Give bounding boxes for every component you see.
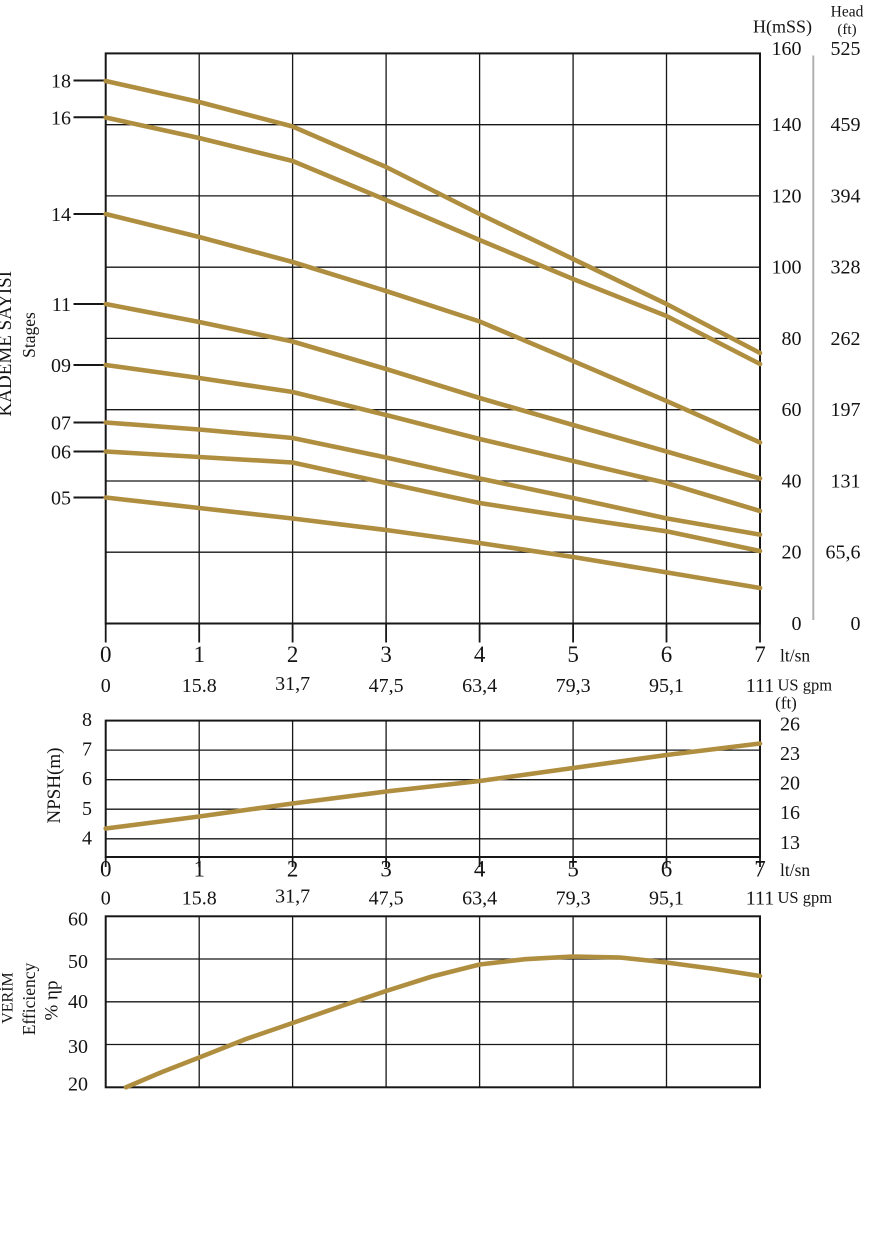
svg-text:50: 50: [68, 951, 88, 973]
svg-text:525: 525: [831, 38, 861, 60]
svg-text:0: 0: [101, 888, 111, 910]
svg-text:8: 8: [82, 709, 92, 731]
svg-text:7: 7: [754, 642, 766, 667]
svg-text:2: 2: [287, 642, 299, 667]
svg-text:6: 6: [82, 768, 92, 790]
svg-text:US gpm: US gpm: [778, 888, 833, 907]
svg-text:18: 18: [51, 71, 71, 93]
svg-text:13: 13: [780, 832, 800, 854]
svg-text:16: 16: [51, 107, 71, 129]
svg-text:6: 6: [661, 642, 673, 667]
svg-text:5: 5: [567, 642, 579, 667]
svg-text:0: 0: [792, 613, 802, 635]
svg-text:23: 23: [780, 743, 800, 765]
svg-text:79,3: 79,3: [556, 675, 591, 697]
svg-text:6: 6: [661, 857, 673, 882]
svg-text:20: 20: [68, 1074, 88, 1096]
svg-text:40: 40: [68, 991, 88, 1013]
svg-text:63,4: 63,4: [462, 675, 497, 697]
svg-text:NPSH(m): NPSH(m): [44, 747, 65, 823]
svg-text:111: 111: [746, 675, 775, 697]
svg-text:15.8: 15.8: [182, 675, 217, 697]
svg-text:31,7: 31,7: [275, 886, 310, 908]
svg-text:3: 3: [380, 642, 392, 667]
svg-text:(ft): (ft): [837, 22, 856, 38]
svg-text:30: 30: [68, 1036, 88, 1058]
svg-text:(ft): (ft): [775, 694, 797, 713]
svg-text:20: 20: [782, 542, 802, 564]
svg-text:31,7: 31,7: [275, 673, 310, 695]
svg-text:26: 26: [780, 714, 800, 736]
svg-text:47,5: 47,5: [369, 888, 404, 910]
svg-text:7: 7: [754, 857, 766, 882]
svg-text:lt/sn: lt/sn: [780, 646, 810, 666]
svg-text:1: 1: [193, 857, 205, 882]
svg-text:0: 0: [101, 675, 111, 697]
svg-text:4: 4: [82, 827, 92, 849]
svg-text:5: 5: [567, 857, 579, 882]
svg-text:05: 05: [51, 488, 71, 510]
svg-text:60: 60: [782, 399, 802, 421]
svg-text:4: 4: [474, 857, 486, 882]
svg-text:3: 3: [380, 857, 392, 882]
svg-text:1: 1: [193, 642, 205, 667]
svg-text:65,6: 65,6: [826, 542, 861, 564]
svg-text:11: 11: [52, 294, 71, 316]
svg-text:lt/sn: lt/sn: [780, 860, 810, 880]
svg-text:160: 160: [772, 38, 802, 60]
svg-text:2: 2: [287, 857, 299, 882]
svg-text:Efficiency: Efficiency: [19, 962, 39, 1035]
svg-text:79,3: 79,3: [556, 888, 591, 910]
svg-text:47,5: 47,5: [369, 675, 404, 697]
svg-text:262: 262: [831, 328, 861, 350]
svg-text:Stages: Stages: [19, 312, 39, 358]
svg-text:140: 140: [772, 114, 802, 136]
svg-text:09: 09: [51, 355, 71, 377]
svg-text:0: 0: [100, 857, 112, 882]
svg-text:14: 14: [51, 204, 71, 226]
svg-text:95,1: 95,1: [649, 675, 684, 697]
svg-text:5: 5: [82, 798, 92, 820]
svg-text:100: 100: [772, 257, 802, 279]
svg-text:120: 120: [772, 185, 802, 207]
svg-text:80: 80: [782, 328, 802, 350]
svg-text:60: 60: [68, 908, 88, 930]
svg-text:394: 394: [831, 185, 861, 207]
svg-text:63,4: 63,4: [462, 888, 497, 910]
svg-text:328: 328: [831, 257, 861, 279]
svg-text:H(mSS): H(mSS): [753, 17, 812, 38]
svg-text:40: 40: [782, 471, 802, 493]
svg-text:% ηp: % ηp: [42, 980, 63, 1020]
svg-text:Head: Head: [831, 4, 864, 21]
svg-text:7: 7: [82, 739, 92, 761]
svg-text:20: 20: [780, 773, 800, 795]
svg-text:15.8: 15.8: [182, 888, 217, 910]
svg-text:US gpm: US gpm: [778, 676, 833, 695]
svg-text:VERİM: VERİM: [0, 972, 16, 1024]
svg-text:131: 131: [831, 471, 861, 493]
svg-text:0: 0: [100, 642, 112, 667]
svg-text:0: 0: [851, 613, 861, 635]
svg-text:16: 16: [780, 802, 800, 824]
svg-text:06: 06: [51, 442, 71, 464]
svg-text:95,1: 95,1: [649, 888, 684, 910]
svg-text:07: 07: [51, 413, 71, 435]
svg-text:111: 111: [746, 888, 775, 910]
svg-text:197: 197: [831, 399, 861, 421]
svg-text:KADEME SAYISI: KADEME SAYISI: [0, 271, 16, 417]
svg-text:4: 4: [474, 642, 486, 667]
svg-text:459: 459: [831, 114, 861, 136]
